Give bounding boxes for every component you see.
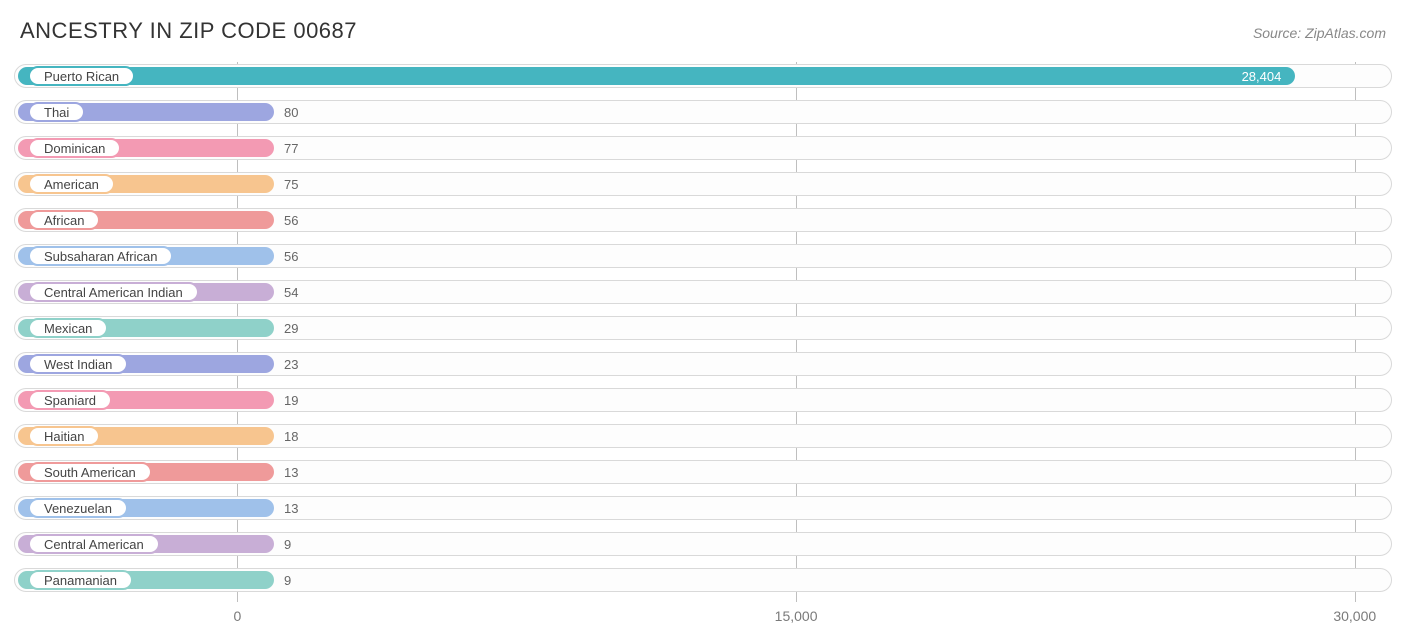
bar-row: Thai 80 [14, 98, 1392, 126]
bar-row: Subsaharan African 56 [14, 242, 1392, 270]
bar-row: Haitian 18 [14, 422, 1392, 450]
chart-header: ANCESTRY IN ZIP CODE 00687 Source: ZipAt… [14, 18, 1392, 44]
value-label: 9 [284, 535, 291, 553]
chart-source: Source: ZipAtlas.com [1253, 25, 1386, 41]
category-pill: Mexican [28, 318, 108, 338]
x-axis: 0 15,000 30,000 [14, 602, 1392, 632]
value-label: 18 [284, 427, 298, 445]
category-label: Central American Indian [44, 285, 183, 300]
value-label: 75 [284, 175, 298, 193]
category-label: Panamanian [44, 573, 117, 588]
category-pill: Dominican [28, 138, 121, 158]
category-pill: West Indian [28, 354, 128, 374]
chart-area: Puerto Rican 28,404 Thai 80 Dominican 77 Ameri… [14, 62, 1392, 632]
x-tick-label: 30,000 [1333, 608, 1376, 624]
category-pill: Venezuelan [28, 498, 128, 518]
category-label: African [44, 213, 84, 228]
category-label: Venezuelan [44, 501, 112, 516]
value-label: 13 [284, 499, 298, 517]
x-tick-label: 0 [234, 608, 242, 624]
bar-row: Panamanian 9 [14, 566, 1392, 594]
value-label: 54 [284, 283, 298, 301]
value-label: 77 [284, 139, 298, 157]
category-pill: African [28, 210, 100, 230]
value-label: 29 [284, 319, 298, 337]
bar-row: South American 13 [14, 458, 1392, 486]
category-pill: Haitian [28, 426, 100, 446]
category-label: Thai [44, 105, 69, 120]
bar-row: Dominican 77 [14, 134, 1392, 162]
value-label: 80 [284, 103, 298, 121]
category-pill: Central American [28, 534, 160, 554]
category-label: Subsaharan African [44, 249, 157, 264]
category-pill: Puerto Rican [28, 66, 135, 86]
category-label: Spaniard [44, 393, 96, 408]
category-pill: Thai [28, 102, 85, 122]
value-label: 23 [284, 355, 298, 373]
bar-row: African 56 [14, 206, 1392, 234]
category-pill: Spaniard [28, 390, 112, 410]
category-pill: Central American Indian [28, 282, 199, 302]
category-label: Haitian [44, 429, 84, 444]
category-label: West Indian [44, 357, 112, 372]
category-label: Puerto Rican [44, 69, 119, 84]
value-label: 56 [284, 211, 298, 229]
category-label: Dominican [44, 141, 105, 156]
bar-row: Puerto Rican 28,404 [14, 62, 1392, 90]
value-label: 9 [284, 571, 291, 589]
bar-row: Spaniard 19 [14, 386, 1392, 414]
value-label: 19 [284, 391, 298, 409]
category-label: American [44, 177, 99, 192]
value-label: 28,404 [1242, 67, 1282, 85]
bar-row: Venezuelan 13 [14, 494, 1392, 522]
category-pill: Subsaharan African [28, 246, 173, 266]
category-pill: American [28, 174, 115, 194]
bar-row: Mexican 29 [14, 314, 1392, 342]
bar [18, 67, 1295, 85]
bar-row: American 75 [14, 170, 1392, 198]
value-label: 13 [284, 463, 298, 481]
rows-layer: Puerto Rican 28,404 Thai 80 Dominican 77 Ameri… [14, 62, 1392, 594]
category-pill: Panamanian [28, 570, 133, 590]
category-label: Mexican [44, 321, 92, 336]
x-tick-label: 15,000 [775, 608, 818, 624]
category-label: South American [44, 465, 136, 480]
bar-row: West Indian 23 [14, 350, 1392, 378]
category-pill: South American [28, 462, 152, 482]
chart-title: ANCESTRY IN ZIP CODE 00687 [20, 18, 357, 44]
category-label: Central American [44, 537, 144, 552]
value-label: 56 [284, 247, 298, 265]
bar-row: Central American Indian 54 [14, 278, 1392, 306]
bar-row: Central American 9 [14, 530, 1392, 558]
